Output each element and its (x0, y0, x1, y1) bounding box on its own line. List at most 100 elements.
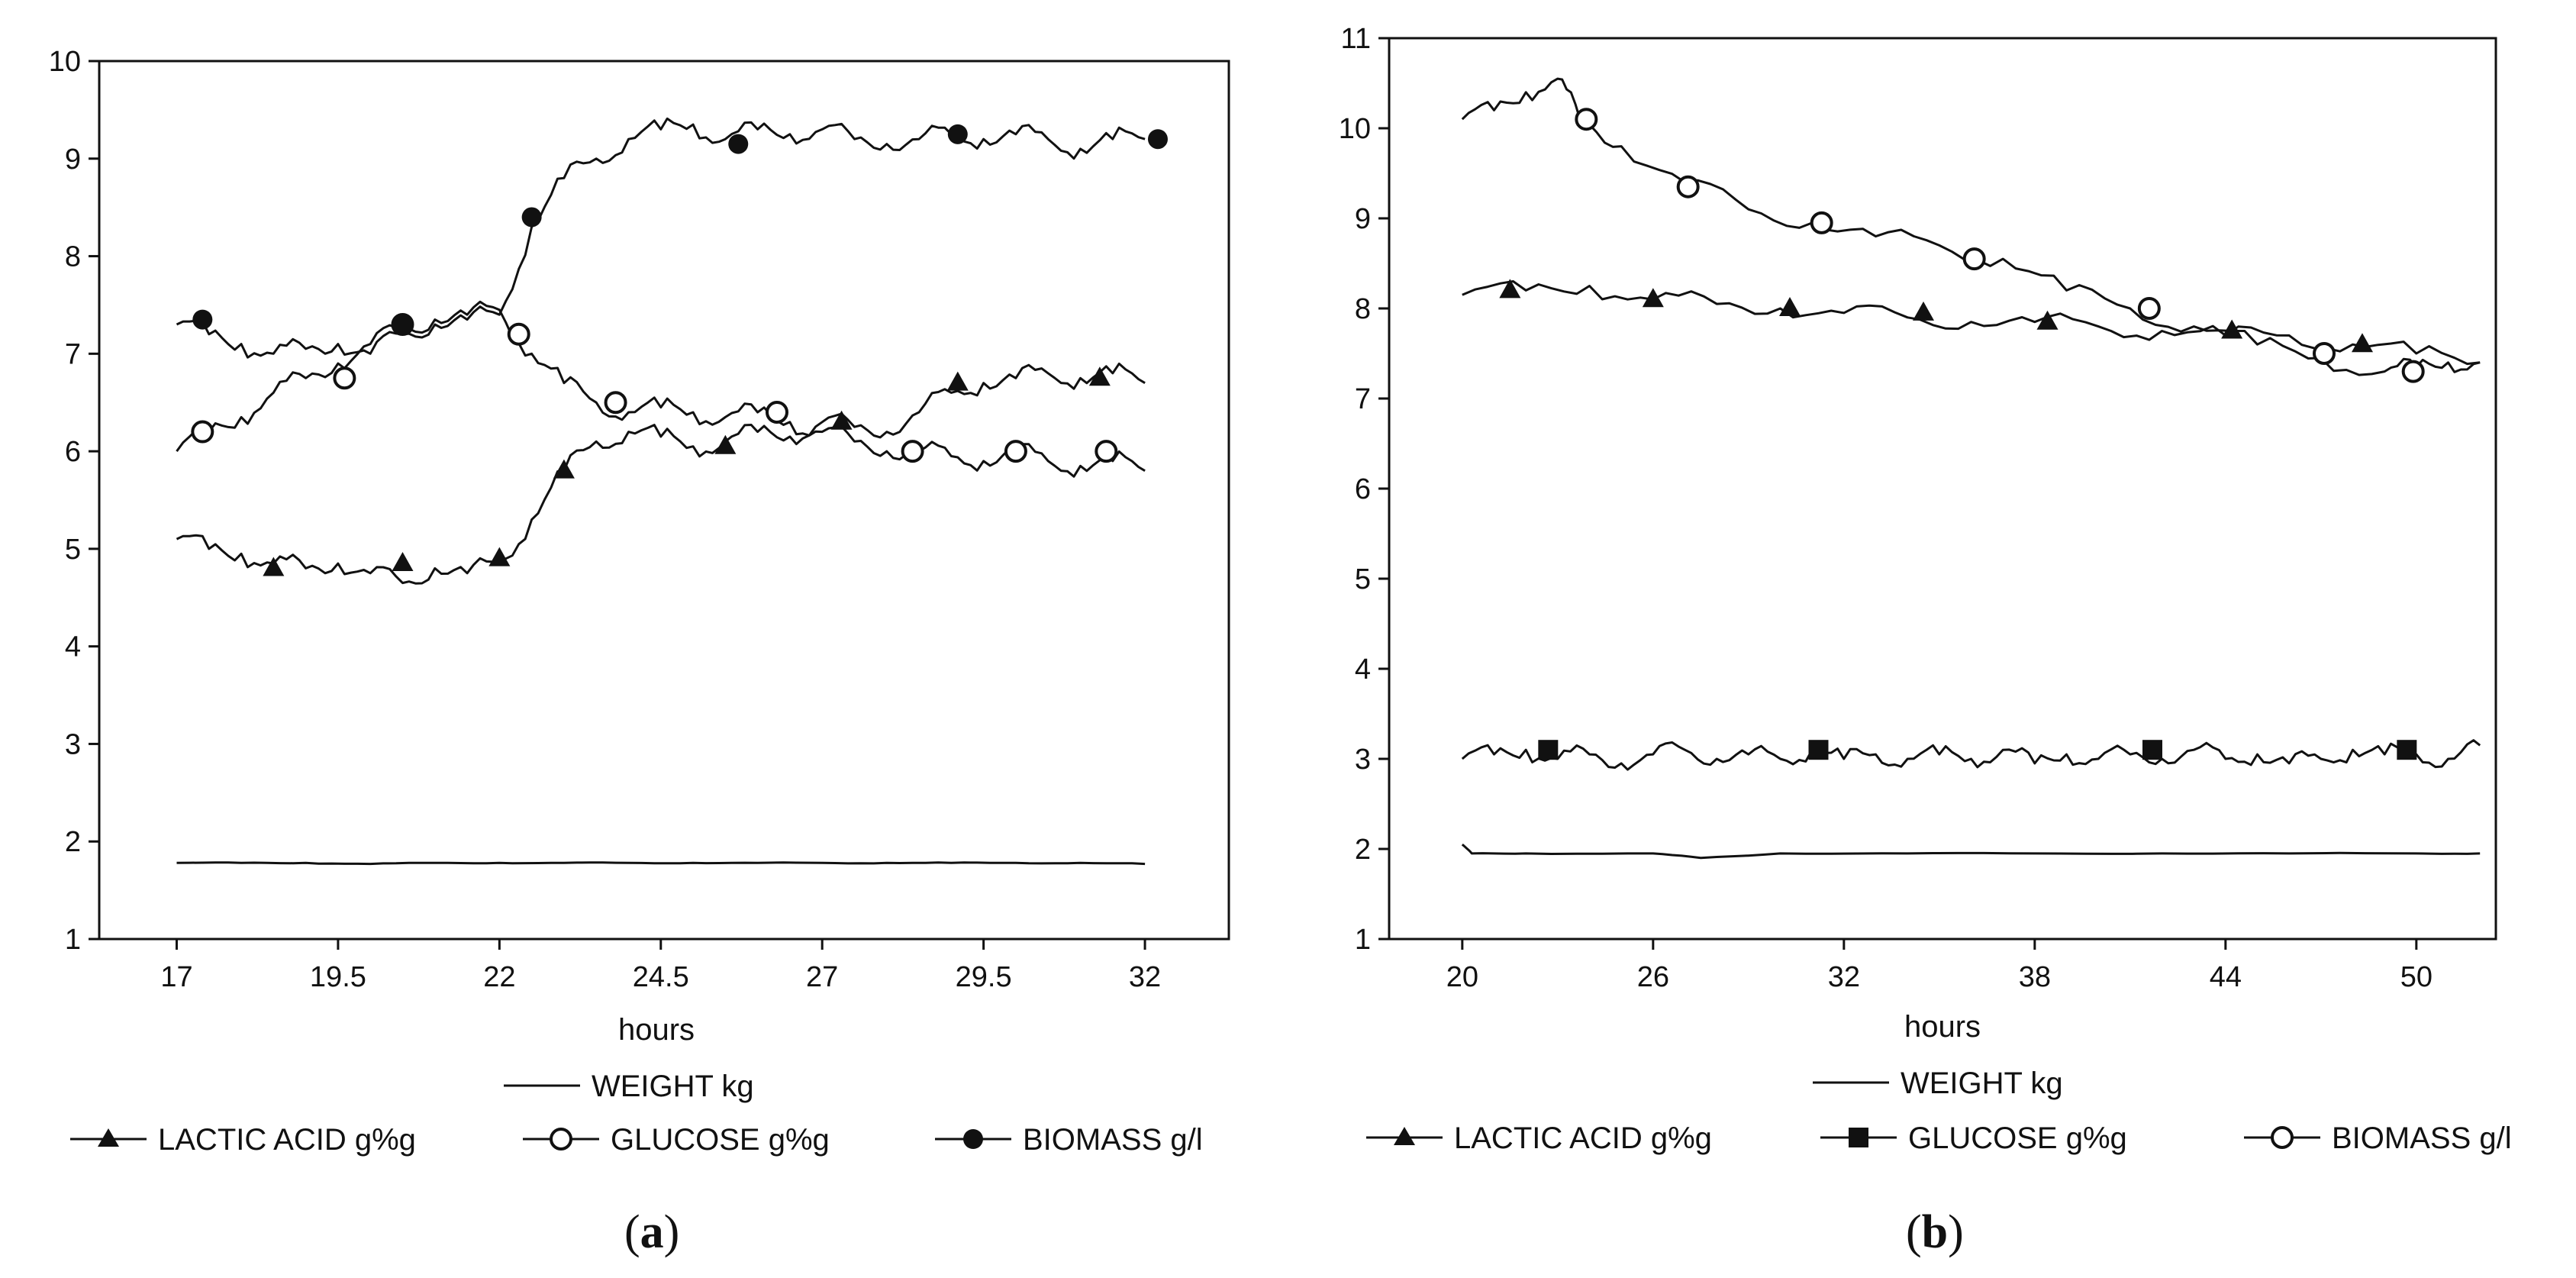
data-point-lactic-b-6 (2352, 333, 2373, 353)
y-tick-label-a-2: 3 (65, 728, 81, 760)
y-tick-label-b-0: 1 (1355, 924, 1371, 956)
series-group-a (176, 117, 1168, 866)
x-tick-label-a-0: 17 (160, 961, 192, 993)
data-point-glucose-b-0 (1538, 740, 1559, 760)
x-axis-b: 20 26 32 38 44 50 (1446, 939, 2433, 993)
x-tick-label-a-5: 29.5 (956, 961, 1012, 993)
data-point-biomass-b-4 (2137, 297, 2161, 320)
series-line-biomass-b (1461, 77, 2481, 376)
y-tick-label-b-3: 4 (1355, 654, 1371, 686)
y-tick-label-a-5: 6 (65, 436, 81, 468)
panel-label-b: (b) (1906, 1206, 1964, 1258)
data-point-lactic-a-0 (263, 557, 285, 576)
legend-item-glucose-b: GLUCOSE g%g (1820, 1121, 2127, 1155)
data-point-lactic-a-5 (830, 410, 853, 430)
legend-marker-lactic-b (1394, 1127, 1415, 1145)
series-line-lactic-a (176, 362, 1146, 585)
data-point-lactic-b-0 (1499, 279, 1521, 299)
data-point-biomass-a-1 (392, 315, 413, 334)
y-tick-label-b-4: 5 (1355, 563, 1371, 595)
legend-label-weight-b: WEIGHT kg (1901, 1067, 2063, 1100)
legend-item-weight-a: WEIGHT kg (504, 1070, 754, 1103)
legend-item-glucose-a: GLUCOSE g%g (523, 1123, 830, 1157)
data-point-lactic-a-6 (946, 371, 969, 391)
data-point-glucose-a-6 (901, 440, 924, 463)
data-point-lactic-a-1 (392, 552, 414, 572)
series-line-weight-a (176, 861, 1146, 866)
legend-marker-biomass-a (963, 1129, 983, 1149)
data-point-biomass-b-3 (1962, 247, 1986, 271)
data-point-biomass-b-5 (2313, 342, 2336, 365)
legend-item-weight-b: WEIGHT kg (1813, 1067, 2063, 1100)
legend-marker-lactic-a (98, 1128, 119, 1147)
y-tick-label-b-2: 3 (1355, 744, 1371, 776)
data-point-glucose-a-3 (507, 322, 530, 346)
data-point-lactic-b-3 (1913, 301, 1934, 321)
y-tick-label-b-10: 11 (1341, 23, 1371, 55)
y-axis-a: 1 2 3 4 5 6 7 8 9 10 (49, 46, 99, 956)
series-line-lactic-b (1462, 280, 2481, 366)
data-point-glucose-a-8 (1095, 440, 1118, 463)
x-tick-label-a-2: 22 (483, 961, 515, 993)
data-point-glucose-a-1 (333, 366, 356, 390)
legend-a: WEIGHT kg LACTIC ACID g%g GLUCOSE g%g BI… (70, 1070, 1203, 1157)
x-tick-label-a-4: 27 (806, 961, 838, 993)
data-point-biomass-b-0 (1575, 108, 1598, 131)
legend-b: WEIGHT kg LACTIC ACID g%g GLUCOSE g%g BI… (1366, 1067, 2512, 1155)
x-tick-label-b-1: 26 (1637, 961, 1669, 993)
legend-label-glucose-b: GLUCOSE g%g (1908, 1121, 2127, 1155)
x-axis-a: 17 19.5 22 24.5 27 29.5 32 (160, 939, 1161, 993)
x-tick-label-a-6: 32 (1129, 961, 1161, 993)
y-axis-b: 1 2 3 4 5 6 7 8 9 10 11 (1339, 23, 1389, 956)
y-tick-label-b-6: 7 (1355, 383, 1371, 415)
data-point-lactic-b-4 (2036, 310, 2059, 330)
plot-frame-a (98, 60, 1230, 941)
x-axis-label-a: hours (618, 1013, 695, 1047)
legend-item-biomass-b: BIOMASS g/l (2244, 1121, 2512, 1155)
x-axis-label-b: hours (1904, 1010, 1981, 1044)
data-point-lactic-a-3 (553, 459, 575, 479)
legend-label-biomass-a: BIOMASS g/l (1023, 1123, 1203, 1157)
legend-label-lactic-b: LACTIC ACID g%g (1454, 1121, 1712, 1155)
data-point-biomass-a-0 (192, 309, 213, 330)
data-point-biomass-b-6 (2401, 360, 2425, 383)
x-tick-label-b-3: 38 (2019, 961, 2051, 993)
chart-panel-a: 1 2 3 4 5 6 7 8 9 10 17 19.5 22 24.5 27 29.5 32 hours W… (49, 46, 1230, 1258)
y-tick-label-a-1: 2 (65, 826, 81, 858)
data-point-glucose-a-7 (1004, 440, 1027, 463)
y-tick-label-a-7: 8 (65, 241, 81, 273)
series-group-b (1461, 77, 2481, 860)
legend-marker-biomass-b (2271, 1126, 2294, 1149)
y-tick-label-a-3: 4 (65, 631, 81, 663)
data-point-glucose-b-1 (1808, 740, 1829, 760)
y-tick-label-a-4: 5 (65, 534, 81, 566)
x-tick-label-a-1: 19.5 (310, 961, 366, 993)
data-point-lactic-b-2 (1779, 297, 1801, 316)
y-tick-label-b-5: 6 (1355, 473, 1371, 505)
data-point-glucose-a-4 (604, 391, 627, 415)
y-tick-label-b-9: 10 (1339, 113, 1371, 145)
data-point-lactic-a-2 (488, 547, 511, 566)
x-tick-label-b-4: 44 (2210, 961, 2242, 993)
x-tick-label-a-3: 24.5 (633, 961, 689, 993)
y-tick-label-b-1: 2 (1355, 834, 1371, 866)
y-tick-label-b-8: 9 (1355, 203, 1371, 235)
data-point-glucose-a-0 (191, 420, 214, 444)
series-line-biomass-a (176, 117, 1146, 359)
x-tick-label-b-0: 20 (1446, 961, 1478, 993)
y-tick-label-a-6: 7 (65, 338, 81, 370)
x-tick-label-b-5: 50 (2400, 961, 2433, 993)
data-point-lactic-b-1 (1642, 288, 1664, 308)
y-tick-label-b-7: 8 (1355, 293, 1371, 325)
data-point-biomass-a-5 (1147, 129, 1168, 150)
legend-marker-glucose-a (550, 1128, 572, 1151)
legend-item-lactic-b: LACTIC ACID g%g (1366, 1121, 1712, 1155)
data-point-glucose-a-5 (766, 401, 788, 424)
legend-marker-glucose-b (1849, 1128, 1868, 1147)
x-tick-label-b-2: 32 (1828, 961, 1860, 993)
data-point-biomass-a-4 (947, 124, 968, 144)
data-point-biomass-a-3 (728, 134, 749, 154)
data-point-lactic-a-7 (1088, 366, 1111, 386)
y-tick-label-a-9: 10 (49, 46, 81, 78)
